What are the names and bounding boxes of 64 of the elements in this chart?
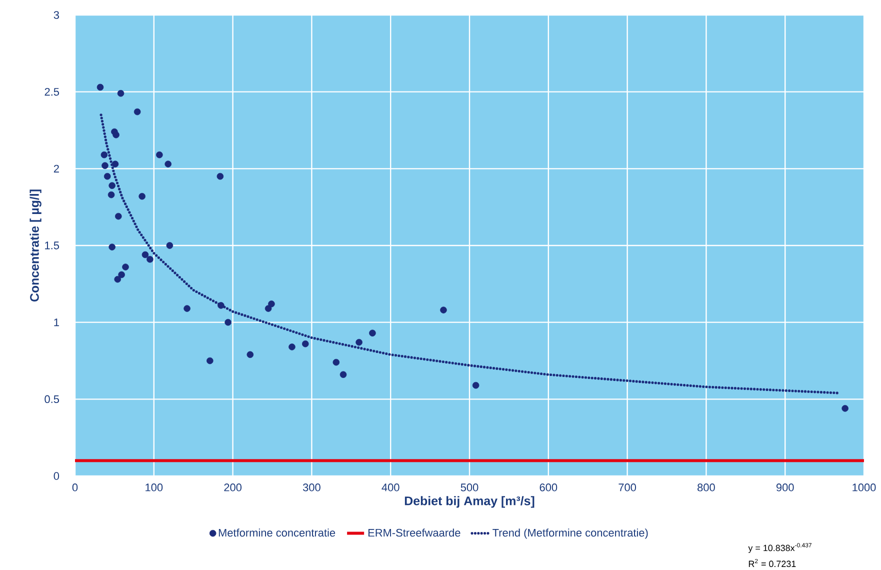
legend-label: Trend (Metformine concentratie) xyxy=(492,528,648,539)
x-tick-label: 500 xyxy=(460,484,478,492)
text: y = 10.838x$^{-0.437}$ xyxy=(748,543,812,553)
point xyxy=(134,108,141,116)
point xyxy=(114,276,121,283)
point xyxy=(104,172,111,180)
text: R$^{2}$ = 0.7231 xyxy=(748,558,796,568)
point xyxy=(108,182,116,189)
point xyxy=(216,172,224,180)
point xyxy=(138,192,146,200)
point xyxy=(96,84,104,91)
y-tick-label: 2.5 xyxy=(44,88,60,96)
point xyxy=(246,351,254,358)
point xyxy=(122,264,129,270)
x-tick-label: 600 xyxy=(540,484,558,492)
legend-label: Metformine concentratie xyxy=(218,528,336,537)
line-series xyxy=(100,114,840,394)
x-tick-label: 900 xyxy=(776,484,794,492)
point xyxy=(100,151,108,158)
point xyxy=(112,131,120,138)
point xyxy=(224,318,232,326)
x-tick-label: 300 xyxy=(302,484,320,492)
point xyxy=(356,338,362,346)
point xyxy=(472,382,480,389)
point xyxy=(268,300,275,308)
point xyxy=(102,162,108,169)
point xyxy=(115,212,122,220)
point xyxy=(369,330,376,336)
y-axis-title: Concentratie [ µg/l] xyxy=(30,190,42,302)
y-tick-label: 0.5 xyxy=(44,395,60,404)
point xyxy=(118,271,125,278)
point xyxy=(332,358,340,366)
point xyxy=(218,302,224,309)
point xyxy=(112,160,119,168)
point xyxy=(184,305,190,312)
point xyxy=(166,242,174,249)
x-tick-label: 100 xyxy=(146,484,163,492)
point xyxy=(440,306,447,314)
x-tick-label: 1000 xyxy=(852,484,876,492)
x-tick-label: 200 xyxy=(224,484,242,492)
y-tick-label: 0 xyxy=(54,472,60,480)
point xyxy=(108,191,115,198)
point xyxy=(206,357,214,364)
y-tick-label: 1 xyxy=(54,318,59,326)
x-tick-label: 0 xyxy=(72,484,78,492)
x-tick-label: 800 xyxy=(698,484,715,492)
point xyxy=(156,151,163,158)
point xyxy=(340,371,347,378)
y-tick-label: 3 xyxy=(54,11,59,19)
y-tick-label: 2 xyxy=(54,164,59,172)
point xyxy=(842,405,848,412)
point xyxy=(164,160,172,168)
point xyxy=(117,90,124,97)
x-tick-label: 400 xyxy=(382,484,400,492)
point xyxy=(288,344,296,350)
point xyxy=(142,251,149,258)
x-tick-label: 700 xyxy=(618,484,636,492)
legend-label: ERM-Streefwaarde xyxy=(368,528,460,537)
point xyxy=(108,244,116,250)
point xyxy=(264,305,272,312)
y-tick-label: 1.5 xyxy=(45,242,60,250)
point xyxy=(146,256,154,263)
point xyxy=(302,340,309,348)
x-axis-title: Debiet bij Amay [m³/s] xyxy=(404,496,534,508)
